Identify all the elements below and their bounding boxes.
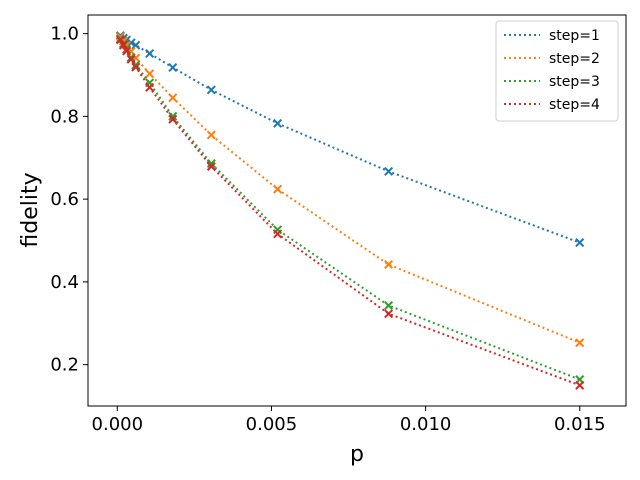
data-point	[273, 229, 283, 239]
data-point	[273, 118, 283, 128]
legend-label: step=4	[549, 97, 600, 113]
data-point	[145, 69, 155, 79]
plot-frame	[87, 14, 627, 407]
y-axis-label: fidelity	[18, 172, 43, 247]
x-tick-label: 0.015	[554, 414, 606, 435]
data-point	[575, 338, 585, 348]
series-layer	[115, 31, 585, 390]
y-tick-label: 0.2	[50, 355, 79, 376]
data-point	[575, 380, 585, 390]
legend-item: step=2	[504, 51, 600, 67]
legend-item: step=3	[504, 74, 600, 90]
data-point	[384, 309, 394, 319]
data-point	[131, 62, 141, 72]
data-point	[575, 238, 585, 248]
ticks-layer: 0.000 0.005 0.010 0.015 0.2 0.4 0.6 0.8 1.0	[50, 24, 605, 435]
data-point	[206, 159, 216, 169]
legend-label: step=3	[549, 74, 600, 90]
data-point	[145, 82, 155, 92]
legend-label: step=1	[549, 28, 600, 44]
data-point	[168, 111, 178, 121]
data-point	[122, 46, 132, 56]
x-tick-label: 0.010	[400, 414, 452, 435]
data-point	[126, 54, 136, 64]
y-tick-label: 1.0	[50, 24, 79, 45]
legend-box	[495, 20, 619, 122]
legend: step=1 step=2 step=3 step=4	[495, 20, 619, 122]
legend-item: step=1	[504, 28, 600, 44]
data-point	[145, 48, 155, 58]
y-tick-label: 0.8	[50, 106, 79, 127]
data-point	[115, 35, 125, 45]
data-point	[384, 166, 394, 176]
data-point	[206, 161, 216, 171]
x-axis-label: p	[350, 442, 364, 467]
x-tick-label: 0.005	[246, 414, 298, 435]
data-point	[206, 130, 216, 140]
data-point	[168, 63, 178, 73]
y-tick-label: 0.6	[50, 189, 79, 210]
data-point	[131, 40, 141, 50]
data-point	[384, 300, 394, 310]
data-point	[118, 40, 128, 50]
legend-label: step=2	[549, 51, 600, 67]
data-point	[273, 184, 283, 194]
series-step-4	[115, 35, 585, 390]
y-tick-label: 0.4	[50, 272, 79, 293]
data-point	[168, 114, 178, 124]
data-point	[126, 38, 136, 48]
data-point	[168, 93, 178, 103]
legend-item: step=4	[504, 97, 600, 113]
x-tick-label: 0.000	[92, 414, 144, 435]
data-point	[206, 85, 216, 95]
data-point	[384, 259, 394, 270]
